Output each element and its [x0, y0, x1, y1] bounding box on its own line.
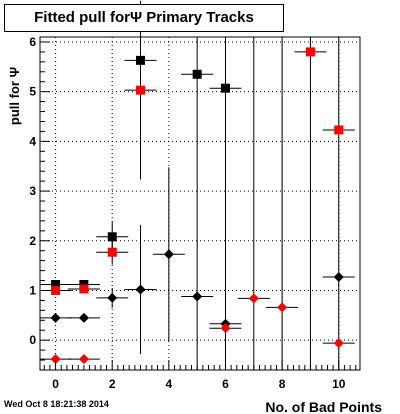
x-tick-label: 10 — [332, 377, 346, 391]
data-point-diamond — [78, 354, 89, 365]
y-tick-label: 0 — [29, 333, 36, 347]
y-tick-label: 1 — [29, 283, 36, 297]
data-point-diamond — [135, 284, 146, 295]
data-point-square — [136, 85, 146, 95]
x-axis-label: No. of Bad Points — [265, 399, 382, 414]
plot-frame — [39, 36, 361, 371]
data-point-diamond — [50, 312, 61, 323]
data-point-square — [51, 280, 61, 290]
data-point-diamond — [220, 323, 231, 334]
data-point-square — [107, 247, 117, 257]
data-point-diamond — [333, 338, 344, 349]
data-point-square — [305, 47, 315, 57]
data-point-square — [192, 69, 202, 79]
data-point-diamond — [192, 291, 203, 302]
x-tick-label: 0 — [52, 377, 59, 391]
x-tick-label: 4 — [166, 377, 173, 391]
y-tick-label: 5 — [29, 85, 36, 99]
data-point-diamond — [50, 354, 61, 365]
y-axis-label: pull for Ψ — [7, 67, 22, 125]
y-tick-label: 4 — [29, 134, 36, 148]
data-point-diamond — [333, 272, 344, 283]
chart-title: Fitted pull forΨ Primary Tracks — [34, 9, 254, 26]
data-point-diamond — [248, 293, 259, 304]
data-point-square — [220, 83, 230, 93]
data-point-square — [136, 55, 146, 65]
data-point-diamond — [78, 312, 89, 323]
marker-layer — [50, 47, 344, 365]
data-point-diamond — [107, 292, 118, 303]
x-tick-label: 6 — [222, 377, 229, 391]
chart-title-box: Fitted pull forΨ Primary Tracks — [4, 4, 284, 32]
y-tick-label: 3 — [29, 184, 36, 198]
y-tick-label: 6 — [29, 35, 36, 49]
axis-layer: 0 2 4 6 8 10 0 1 2 3 4 5 6 — [29, 35, 361, 391]
timestamp: Wed Oct 8 18:21:38 2014 — [4, 399, 109, 409]
x-tick-label: 2 — [109, 377, 116, 391]
data-point-diamond — [277, 302, 288, 313]
data-point-diamond — [163, 249, 174, 260]
data-point-square — [334, 125, 344, 135]
data-point-square — [107, 232, 117, 242]
y-tick-label: 2 — [29, 234, 36, 248]
grid-layer — [40, 37, 360, 370]
x-tick-label: 8 — [279, 377, 286, 391]
data-point-square — [79, 284, 89, 294]
data-point-square — [51, 285, 61, 295]
